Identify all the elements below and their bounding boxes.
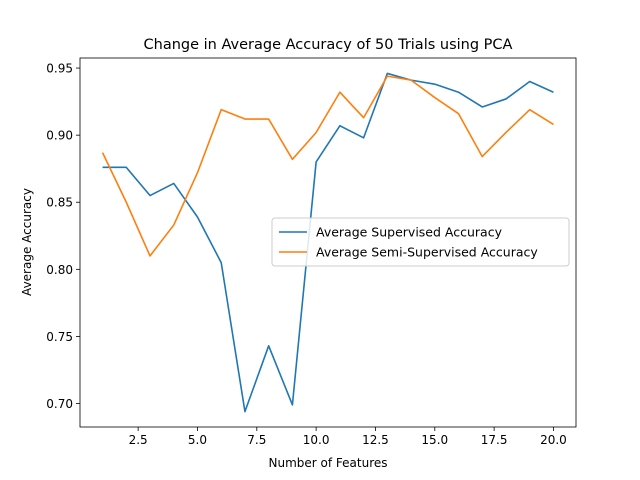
x-tick-label: 2.5 (129, 433, 148, 447)
y-tick-label: 0.70 (46, 397, 73, 411)
x-tick-label: 7.5 (247, 433, 266, 447)
x-tick-label: 12.5 (362, 433, 389, 447)
legend-label: Average Supervised Accuracy (316, 225, 503, 240)
y-axis-ticks: 0.70 0.75 0.80 0.85 0.90 0.95 (46, 62, 80, 411)
y-tick-label: 0.95 (46, 62, 73, 76)
legend: Average Supervised Accuracy Average Semi-… (271, 217, 570, 267)
plot-area: 2.5 5.0 7.5 10.0 12.5 15.0 17.5 20.0 0.700.750.… (46, 57, 577, 447)
y-tick-label: 0.80 (46, 263, 73, 277)
x-axis-label: Number of Features (269, 456, 388, 470)
y-tick-label: 0.85 (46, 196, 73, 210)
x-tick-label: 15.0 (421, 433, 448, 447)
series-line-2 (101, 75, 554, 257)
x-axis-ticks: 2.5 5.0 7.5 10.0 12.5 15.0 17.5 20.0 (129, 427, 567, 447)
y-tick-label: 0.75 (46, 330, 73, 344)
axes-frame (79, 57, 577, 428)
x-tick-label: 5.0 (188, 433, 207, 447)
chart-title: Change in Average Accuracy of 50 Trials … (144, 37, 513, 53)
series-line-1 (102, 72, 554, 413)
y-tick-label: 0.90 (46, 129, 73, 143)
legend-box (271, 217, 570, 267)
x-tick-label: 20.0 (540, 433, 567, 447)
x-tick-label: 17.5 (481, 433, 508, 447)
series-lines (101, 72, 554, 413)
legend-label: Average Semi-Supervised Accuracy (316, 245, 538, 260)
x-tick-label: 10.0 (303, 433, 330, 447)
y-axis-label: Average Accuracy (20, 188, 34, 296)
